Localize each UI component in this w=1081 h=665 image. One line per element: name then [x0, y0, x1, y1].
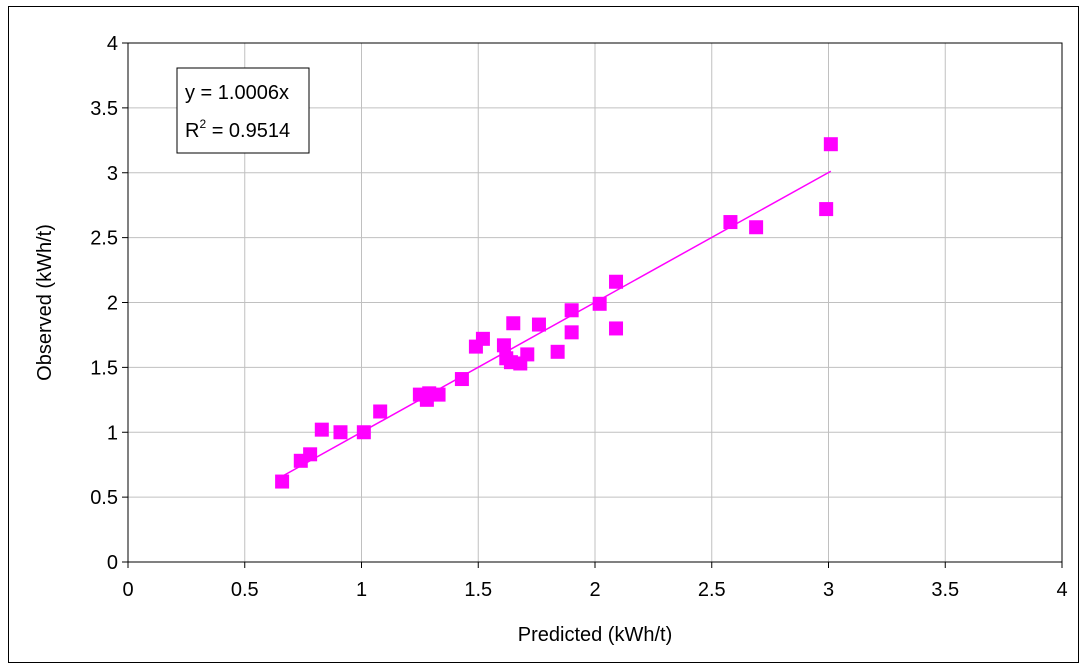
data-point — [749, 220, 764, 235]
r-squared-value: = 0.9514 — [206, 120, 290, 142]
data-point — [564, 325, 579, 340]
x-tick-label: 3.5 — [931, 579, 959, 601]
chart-frame: 0 0.5 1 1.5 2 2.5 3 3.5 4 0 0.5 1 1.5 2 2.5 3 3.5 4 y = 1… — [8, 6, 1079, 663]
y-tick-label: 2.5 — [90, 228, 118, 250]
y-tick-label: 3.5 — [90, 98, 118, 120]
x-tick-label: 4 — [1056, 579, 1067, 601]
y-tick-label: 1 — [107, 422, 118, 444]
x-tick-label: 2 — [589, 579, 600, 601]
r-squared-prefix: R — [185, 120, 199, 142]
data-point — [454, 372, 469, 387]
x-tick-label: 0.5 — [231, 579, 259, 601]
data-point — [314, 422, 329, 437]
data-point — [333, 425, 348, 440]
data-point — [431, 387, 446, 402]
equation-box: y = 1.0006x R2 = 0.9514 — [176, 67, 310, 154]
data-point — [592, 296, 607, 311]
data-point — [609, 321, 624, 336]
trendline-equation: y = 1.0006x — [185, 82, 289, 104]
data-point — [723, 215, 738, 230]
axis-ticks: 0 0.5 1 1.5 2 2.5 3 3.5 4 0 0.5 1 1.5 2 2.5 3 3.5 4 — [90, 33, 1067, 601]
data-point — [275, 474, 290, 489]
data-point — [564, 303, 579, 318]
y-tick-label: 0 — [107, 552, 118, 574]
x-tick-label: 1 — [356, 579, 367, 601]
x-tick-label: 2.5 — [698, 579, 726, 601]
trendline — [279, 170, 832, 479]
data-point — [303, 447, 318, 462]
data-point — [496, 338, 511, 353]
x-tick-label: 1.5 — [464, 579, 492, 601]
data-point — [520, 347, 535, 362]
data-point — [475, 331, 490, 346]
y-tick-label: 4 — [107, 33, 118, 55]
r-squared-label: R2 = 0.9514 — [185, 117, 290, 142]
y-tick-label: 1.5 — [90, 357, 118, 379]
x-axis-title: Predicted (kWh/t) — [518, 624, 672, 646]
data-point — [609, 274, 624, 289]
x-tick-label: 3 — [823, 579, 834, 601]
r-squared-exponent: 2 — [199, 117, 206, 131]
data-point — [373, 404, 388, 419]
data-point — [550, 344, 565, 359]
y-tick-label: 2 — [107, 293, 118, 315]
data-point — [531, 317, 546, 332]
x-tick-label: 0 — [122, 579, 133, 601]
data-point — [356, 425, 371, 440]
y-tick-label: 0.5 — [90, 487, 118, 509]
y-axis-title: Observed (kWh/t) — [34, 224, 56, 381]
data-point — [819, 202, 834, 217]
y-tick-label: 3 — [107, 163, 118, 185]
data-point — [506, 316, 521, 331]
scatter-chart: 0 0.5 1 1.5 2 2.5 3 3.5 4 0 0.5 1 1.5 2 2.5 3 3.5 4 y = 1… — [34, 33, 1068, 646]
data-point — [823, 137, 838, 152]
data-points — [275, 137, 838, 489]
gridlines — [128, 43, 1062, 562]
